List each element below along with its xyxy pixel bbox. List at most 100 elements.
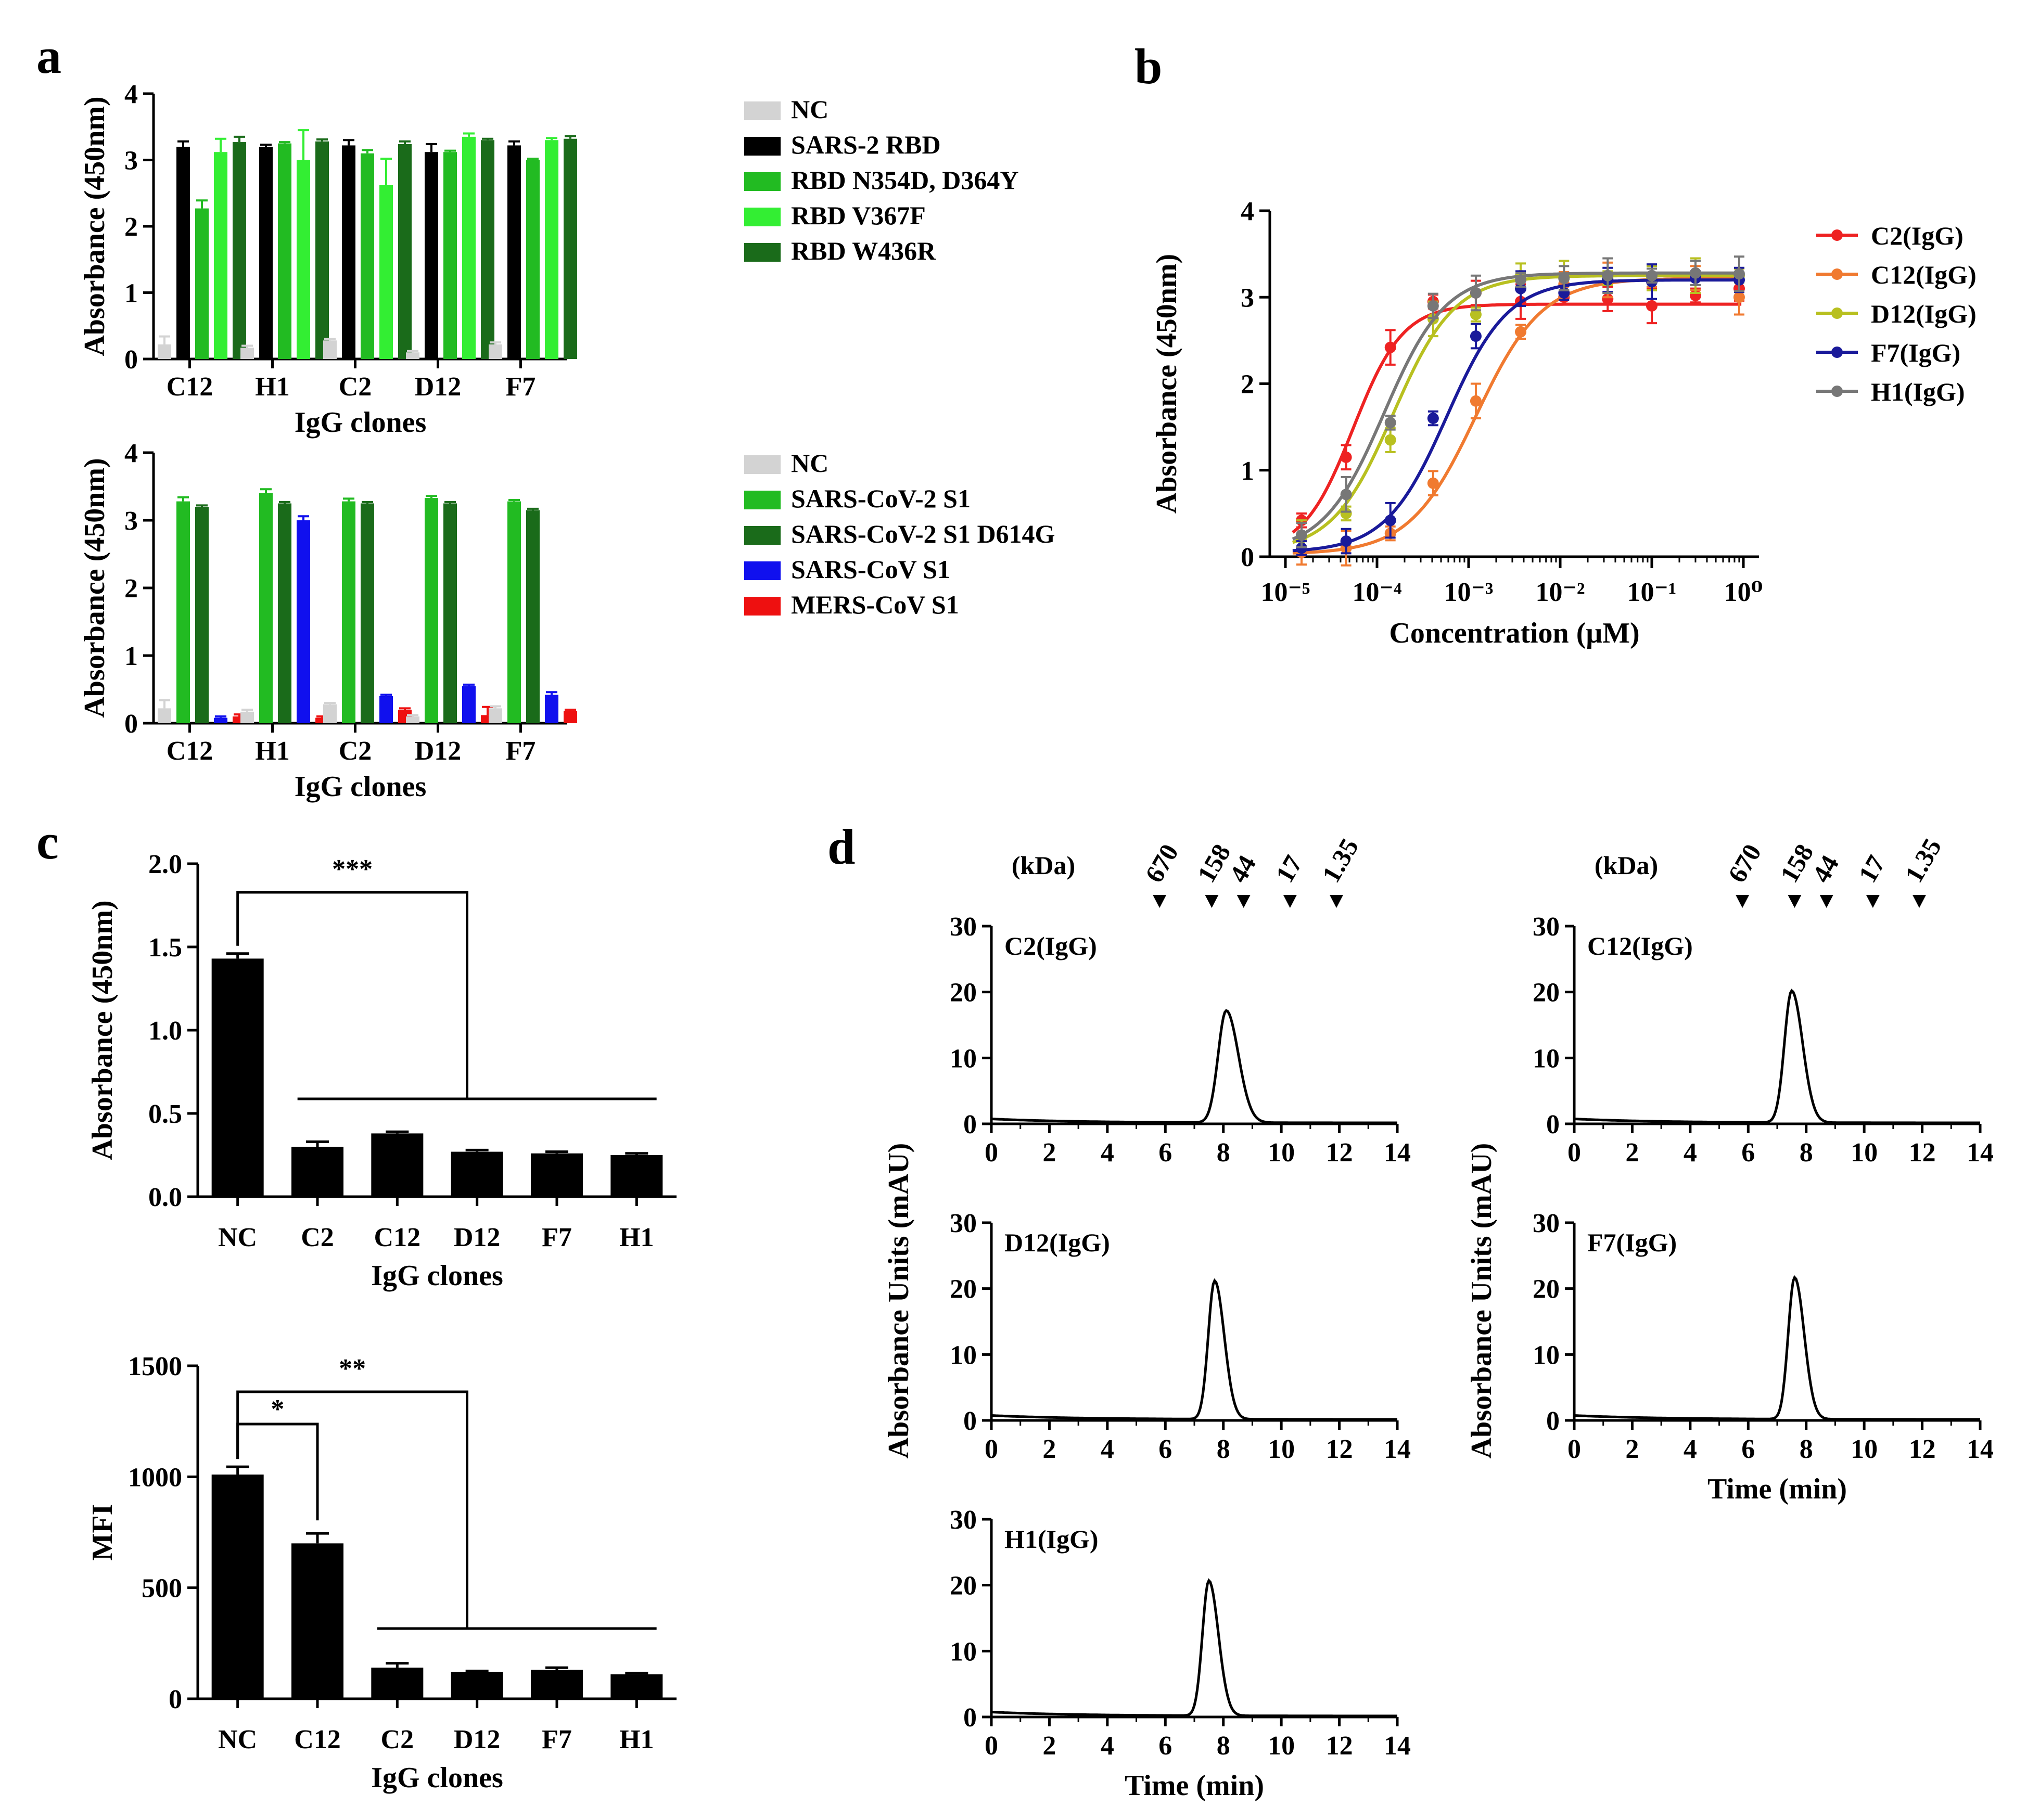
y-tick-label: 30 [1533,1209,1560,1238]
significance-label: *** [332,854,373,884]
y-tick-label: 1.5 [148,933,182,963]
bar [278,503,291,723]
legend-swatch [744,172,781,191]
x-axis-title: IgG clones [295,771,427,803]
x-tick-label: F7 [506,372,536,402]
significance-bracket [236,891,468,1099]
data-point [1295,529,1307,541]
y-tick-label: 0 [963,1406,977,1436]
x-tick-label: 2 [1042,1434,1056,1464]
panel-label-c: c [36,814,59,869]
x-tick-label: C2 [381,1725,414,1754]
marker-label: 670 [1722,839,1767,888]
y-tick-label: 3 [124,506,138,536]
panel-label-b: b [1134,39,1162,94]
data-point [1340,535,1352,547]
data-point [1384,417,1396,429]
x-tick-label: 14 [1384,1731,1411,1761]
legend-swatch [744,491,781,509]
x-tick-label: 4 [1101,1434,1114,1464]
marker-arrow [1913,895,1926,908]
bar [195,208,209,359]
bar [315,141,329,359]
x-tick-label: F7 [506,736,536,766]
bar [291,1147,343,1197]
x-tick-label: 10 [1268,1731,1295,1761]
legend-label: D12(IgG) [1871,299,1977,328]
marker-arrow [1330,895,1343,908]
bar [342,145,355,359]
x-tick-label: F7 [542,1223,572,1252]
x-tick-label: 10 [1851,1434,1878,1464]
x-tick-label: 12 [1326,1138,1353,1168]
x-tick-label: 8 [1217,1434,1230,1464]
legend-marker [1831,386,1843,397]
x-tick-label: C2 [339,736,372,766]
bar [291,1543,343,1699]
y-tick-label: 0 [1546,1406,1560,1436]
data-point [1340,489,1352,501]
x-tick-label: C2 [301,1223,334,1252]
marker-label: 17 [1853,850,1891,887]
y-tick-label: 2 [124,212,138,242]
legend-marker [1831,229,1843,241]
legend-label: C12(IgG) [1871,260,1977,289]
marker-label: 670 [1139,839,1184,888]
x-tick-label: C12 [167,372,213,402]
chromatogram-trace [991,1578,1397,1718]
significance-bracket [236,1390,468,1629]
legend-marker [1831,347,1843,358]
x-tick-label: NC [218,1223,257,1252]
legend-label: SARS-CoV-2 S1 D614G [791,519,1055,548]
y-tick-label: 10 [950,1637,977,1667]
y-tick-label: 10 [950,1340,977,1370]
subplot-title: F7(IgG) [1587,1228,1677,1257]
x-tick-label: 4 [1684,1434,1697,1464]
data-point [1515,274,1527,286]
y-tick-label: 4 [124,80,138,109]
x-tick-label: 12 [1909,1434,1936,1464]
y-tick-label: 0.0 [148,1183,182,1212]
legend-swatch [744,526,781,545]
marker-arrow [1736,895,1750,908]
x-tick-label: 0 [1567,1138,1581,1168]
y-axis-title: Absorbance (450nm) [86,900,119,1160]
bar [323,340,337,359]
y-tick-label: 1500 [128,1352,182,1381]
bar [361,503,374,723]
data-point [1470,287,1482,299]
x-tick-label: 10⁰ [1724,578,1763,607]
x-tick-label: 10 [1851,1138,1878,1168]
bar [564,711,577,723]
marker-unit-label: (kDa) [1012,851,1075,880]
significance-label: ** [339,1354,366,1383]
x-tick-label: D12 [454,1725,501,1754]
subplot-title: C2(IgG) [1004,931,1097,960]
bar [259,147,273,359]
x-tick-label: C2 [339,372,372,402]
bar [195,507,209,723]
data-point [1733,291,1745,303]
x-tick-label: 8 [1800,1138,1813,1168]
legend-swatch [744,597,781,616]
x-axis-title: Time (min) [1125,1770,1264,1802]
legend-marker [1831,268,1843,280]
subplot-title: H1(IgG) [1004,1524,1099,1554]
fit-curve [1292,271,1742,541]
x-axis-title: IgG clones [371,1762,503,1794]
x-tick-label: 10⁻² [1535,578,1585,607]
bar [315,717,329,723]
marker-arrow [1283,895,1297,908]
data-point [1470,330,1482,342]
legend-label: SARS-CoV S1 [791,555,950,584]
y-tick-label: 0 [124,345,138,375]
bar [443,503,457,723]
legend-label: MERS-CoV S1 [791,590,959,619]
x-tick-label: 6 [1158,1731,1172,1761]
bar [443,152,457,359]
subplot-title: D12(IgG) [1004,1228,1110,1257]
bar [406,352,419,359]
legend-label: C2(IgG) [1871,221,1964,250]
marker-arrow [1205,895,1219,908]
legend-label: RBD N354D, D364Y [791,165,1019,195]
